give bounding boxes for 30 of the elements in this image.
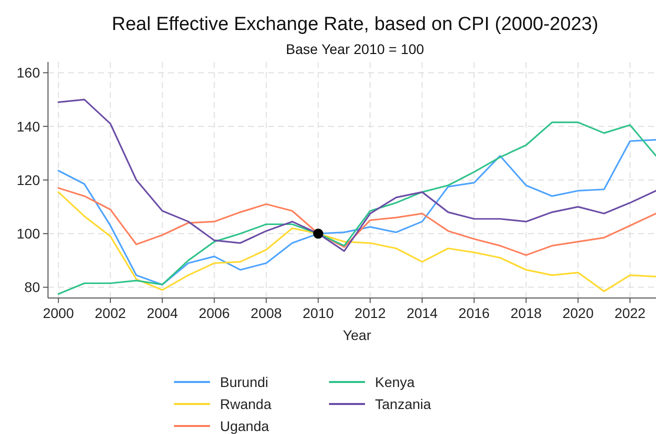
x-tick-label: 2022 (614, 305, 646, 321)
x-tick-label: 2016 (458, 305, 490, 321)
x-tick-label: 2010 (302, 305, 334, 321)
x-tick-label: 2006 (198, 305, 230, 321)
y-tick-label: 80 (24, 279, 40, 296)
legend-label: Tanzania (375, 396, 432, 412)
x-tick-label: 2018 (510, 305, 542, 321)
y-tick-label: 160 (16, 64, 40, 81)
line-series (58, 122, 656, 295)
y-tick-label: 140 (16, 118, 40, 134)
x-tick-label: 2008 (250, 305, 282, 321)
legend-label: Uganda (220, 418, 270, 434)
legend-label: Burundi (220, 374, 268, 390)
x-tick-label: 2004 (146, 305, 178, 321)
line-series (58, 191, 656, 292)
x-tick-label: 2002 (94, 305, 126, 321)
legend-label: Kenya (375, 374, 415, 390)
y-tick-label: 120 (16, 172, 40, 188)
x-tick-label: 2000 (42, 305, 74, 321)
x-tick-label: 2020 (562, 305, 594, 321)
x-tick-label: 2012 (354, 305, 386, 321)
line-series (58, 98, 656, 252)
chart-subtitle: Base Year 2010 = 100 (286, 41, 424, 57)
line-series (58, 138, 656, 286)
y-tick-label: 100 (16, 226, 40, 242)
legend-label: Rwanda (220, 396, 272, 412)
chart-title: Real Effective Exchange Rate, based on CPI (2000-2023) (112, 14, 598, 35)
x-axis-title: Year (342, 327, 372, 343)
line-series (58, 187, 656, 256)
x-tick-label: 2014 (406, 305, 438, 321)
